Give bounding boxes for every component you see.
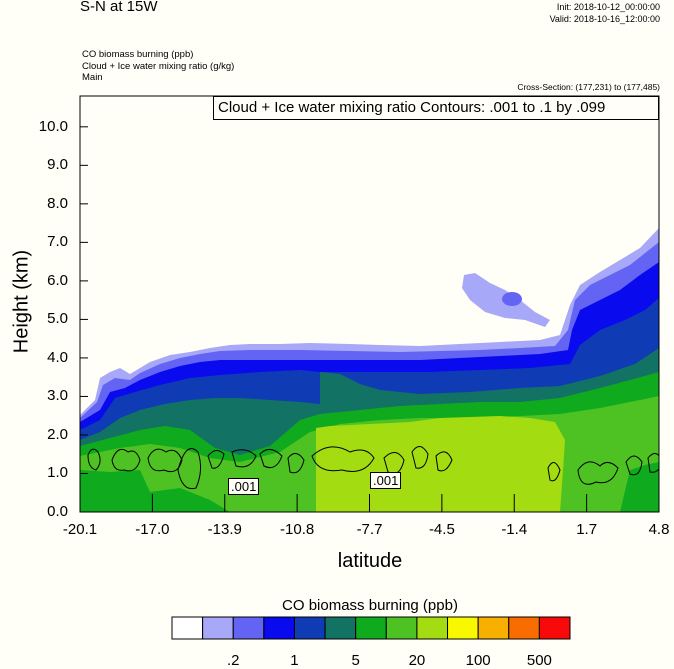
x-tick-label: -17.0: [135, 521, 170, 538]
colorbar-label: 100: [465, 652, 491, 669]
co-filled-contours: [80, 96, 659, 512]
co-band-yellowgreen: [316, 416, 565, 512]
y-tick-label: 1.0: [47, 464, 68, 482]
y-tick-label: 0.0: [47, 503, 68, 520]
colorbar-label: 1: [290, 652, 299, 669]
colorbar-swatch: [202, 616, 234, 640]
init-time: Init: 2018-10-12_00:00:00: [556, 2, 660, 12]
x-tick-label: -7.7: [356, 521, 383, 538]
field-co: CO biomass burning (ppb): [82, 49, 194, 60]
co-band-lower: [80, 470, 230, 512]
contour-info: Cloud + Ice water mixing ratio Contours:…: [213, 96, 659, 120]
colorbar-swatch: [263, 616, 295, 640]
colorbar-swatch: [538, 616, 571, 640]
cross-section-label: Cross-Section: (177,231) to (177,485): [517, 82, 660, 92]
y-tick-label: 5.0: [47, 310, 68, 328]
y-tick-label: 2.0: [47, 425, 68, 443]
y-tick-label: 9.0: [47, 156, 68, 174]
y-tick-label: 6.0: [47, 271, 68, 289]
time-info: Init: 2018-10-12_00:00:00 Valid: 2018-10…: [550, 1, 660, 25]
co-blob-core: [502, 292, 522, 306]
contour-label: .001: [228, 478, 260, 495]
plot-title: S-N at 15W: [80, 0, 158, 15]
x-tick-label: -20.1: [62, 521, 98, 538]
y-tick-label: 8.0: [47, 194, 68, 212]
colorbar-swatch: [385, 616, 418, 640]
y-tick-label: 10.0: [38, 117, 68, 135]
field-list: CO biomass burning (ppb) Cloud + Ice wat…: [82, 49, 234, 84]
x-tick-label: -4.5: [428, 521, 455, 538]
colorbar-swatch: [324, 616, 357, 640]
colorbar-swatch: [293, 616, 326, 640]
colorbar-swatch: [232, 616, 265, 640]
field-cloud: Cloud + Ice water mixing ratio (g/kg): [82, 60, 235, 72]
colorbar-title: CO biomass burning (ppb): [282, 597, 458, 614]
contour-label: .001: [370, 472, 402, 489]
colorbar-label: 20: [408, 652, 426, 669]
colorbar-swatch: [508, 616, 540, 640]
co-band-right-dark: [620, 462, 659, 512]
colorbar-label: 5: [351, 652, 360, 669]
x-tick-label: 1.7: [576, 521, 598, 538]
y-axis-title: Height (km): [10, 249, 33, 354]
colorbar-swatch: [416, 616, 449, 640]
colorbar: [171, 616, 571, 640]
y-tick-label: 4.0: [47, 348, 68, 366]
x-tick-label: -1.4: [501, 521, 528, 538]
field-main: Main: [82, 72, 103, 83]
cloud-contours: [87, 446, 659, 490]
y-tick-label: 7.0: [47, 233, 68, 251]
colorbar-swatch: [355, 616, 387, 640]
x-tick-label: -10.8: [280, 521, 315, 538]
x-tick-label: 4.8: [648, 521, 670, 538]
colorbar-swatch: [171, 616, 204, 640]
x-tick-label: -13.9: [207, 521, 242, 538]
colorbar-label: 500: [526, 652, 552, 669]
colorbar-swatch: [447, 616, 479, 640]
colorbar-label: .2: [226, 652, 240, 669]
x-axis-title: latitude: [337, 550, 403, 572]
y-tick-label: 3.0: [47, 387, 68, 405]
valid-time: Valid: 2018-10-16_12:00:00: [549, 14, 660, 24]
colorbar-swatch: [477, 616, 510, 640]
